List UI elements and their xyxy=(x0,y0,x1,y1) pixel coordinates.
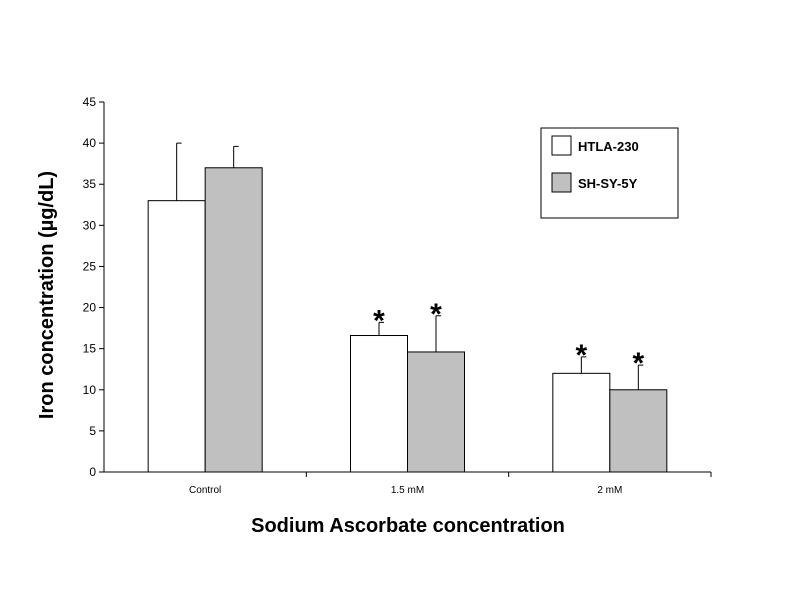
x-tick-label: 1.5 mM xyxy=(391,485,424,496)
significance-star: * xyxy=(430,298,442,331)
legend-swatch-htla-230 xyxy=(551,135,572,156)
y-tick-label: 30 xyxy=(83,218,97,232)
y-tick-label: 35 xyxy=(83,177,97,191)
bar xyxy=(407,351,465,473)
legend: HTLA-230 SH-SY-5Y xyxy=(540,127,679,219)
bar xyxy=(552,372,611,473)
plot-area: 0 5 10 15 20 25 30 35 40 45 Control 1.5 mM * * 2 mM * * xyxy=(83,95,712,496)
legend-label-sh-sy-5y: SH-SY-5Y xyxy=(578,176,638,191)
bar xyxy=(204,167,263,473)
y-tick-label: 45 xyxy=(83,95,97,109)
y-axis-title: Iron concentration (µg/dL) xyxy=(36,171,58,419)
bar xyxy=(350,335,408,473)
y-tick-label: 15 xyxy=(83,342,97,356)
legend-swatch-sh-sy-5y xyxy=(551,172,572,193)
bar xyxy=(147,200,206,473)
y-tick-label: 10 xyxy=(83,383,97,397)
y-tick-label: 0 xyxy=(89,465,96,479)
x-axis-title: Sodium Ascorbate concentration xyxy=(251,515,565,537)
significance-star: * xyxy=(373,304,385,337)
y-tick-label: 20 xyxy=(83,301,97,315)
x-tick-label: 2 mM xyxy=(597,485,622,496)
significance-star: * xyxy=(575,339,587,372)
x-tick-label: Control xyxy=(189,485,221,496)
bar xyxy=(609,389,668,473)
y-tick-label: 5 xyxy=(89,424,96,438)
y-tick-label: 25 xyxy=(83,259,97,273)
legend-label-htla-230: HTLA-230 xyxy=(578,139,639,154)
significance-star: * xyxy=(632,347,644,380)
y-tick-label: 40 xyxy=(83,136,97,150)
